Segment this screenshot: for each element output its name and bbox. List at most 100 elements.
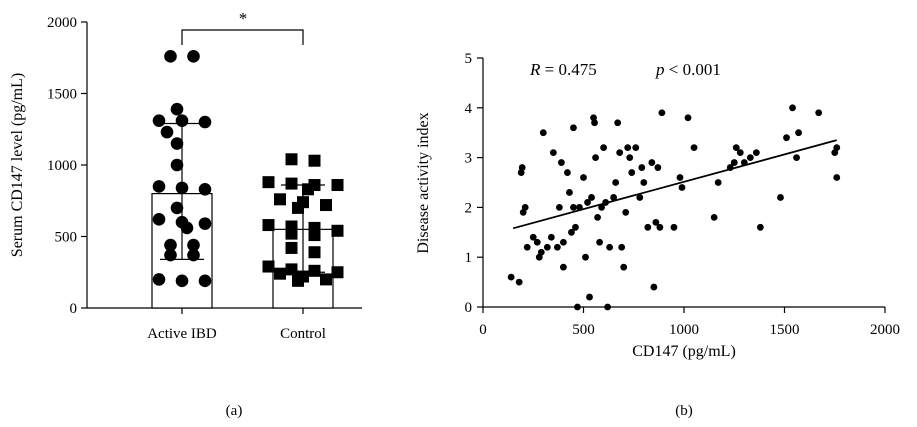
panel-a-x-tick-label: Control: [280, 326, 326, 342]
scatter-point: [610, 194, 618, 201]
panel-b-x-tick-label: 500: [572, 322, 595, 338]
data-point-active-ibd: [187, 248, 200, 262]
scatter-point: [714, 179, 722, 186]
scatter-point: [793, 154, 800, 162]
panel-a-x-ticks: Active IBD Control: [147, 308, 326, 342]
significance-bracket: *: [181, 9, 304, 45]
panel-b: 0 1 2 3 4 5 0 500 1000 1500 2000 R = 0.475 p < 0.…: [415, 51, 900, 419]
data-point-control: [308, 264, 321, 277]
scatter-point: [648, 159, 656, 166]
scatter-point: [833, 144, 841, 152]
scatter-point: [795, 129, 802, 137]
data-point-active-ibd: [175, 274, 189, 288]
data-point-active-ibd: [198, 183, 212, 196]
scatter-point: [658, 109, 666, 117]
data-point-control: [320, 273, 332, 286]
data-point-active-ibd: [152, 180, 166, 193]
data-point-active-ibd: [152, 273, 166, 286]
data-point-control: [285, 153, 298, 166]
scatter-point: [586, 293, 593, 301]
data-point-active-ibd: [164, 238, 177, 252]
scatter-point: [652, 218, 660, 226]
data-point-active-ibd: [164, 50, 177, 63]
data-point-control: [308, 154, 321, 167]
scatter-point: [560, 263, 567, 271]
data-point-control: [274, 193, 286, 206]
data-point-control: [331, 179, 344, 192]
scatter-point: [543, 243, 551, 251]
data-point-control: [308, 246, 321, 259]
scatter-point: [518, 164, 526, 171]
panel-a-y-tick-label: 1500: [47, 87, 77, 103]
scatter-point: [650, 283, 658, 291]
panel-a: 0 500 1000 1500 2000 Active IBD Control * Ser…: [9, 9, 362, 419]
scatter-point: [684, 114, 692, 122]
scatter-point: [620, 263, 628, 271]
p-value-annotation: p < 0.001: [655, 60, 721, 79]
scatter-point: [612, 179, 620, 186]
scatter-point: [654, 164, 662, 171]
panel-b-x-ticks: 0 500 1000 1500 2000: [479, 307, 900, 338]
scatter-point: [756, 223, 764, 231]
scatter-point: [555, 204, 563, 211]
data-point-control: [285, 227, 298, 240]
data-point-active-ibd: [198, 217, 212, 230]
data-point-control: [285, 177, 298, 190]
scatter-point: [624, 144, 632, 152]
scatter-point: [628, 169, 636, 176]
scatter-point: [600, 144, 607, 152]
scatter-point: [549, 149, 557, 157]
data-point-control: [285, 241, 298, 254]
panel-b-label: (b): [675, 403, 693, 419]
scatter-point: [564, 169, 571, 176]
scatter-point: [592, 154, 599, 162]
panel-a-y-tick-label: 2000: [47, 15, 77, 31]
data-point-active-ibd: [198, 274, 212, 288]
scatter-point: [582, 253, 589, 261]
data-point-control: [302, 183, 314, 196]
scatter-point: [570, 124, 577, 132]
correlation-annotation: R = 0.475: [529, 60, 597, 79]
panel-b-x-tick-label: 0: [479, 322, 487, 338]
scatter-point: [521, 204, 529, 211]
data-point-control: [262, 176, 275, 189]
scatter-point: [547, 233, 555, 241]
scatter-point: [752, 149, 760, 157]
data-point-active-ibd: [152, 213, 166, 226]
scatter-point: [604, 303, 612, 311]
scatter-point: [833, 174, 841, 181]
data-point-active-ibd: [170, 137, 184, 150]
scatter-point: [539, 129, 547, 137]
scatter-point: [710, 213, 718, 221]
scatter-point: [614, 119, 622, 127]
panel-a-y-tick-label: 0: [70, 301, 78, 317]
data-point-control: [308, 229, 321, 242]
scatter-point: [594, 213, 601, 221]
scatter-point: [580, 174, 587, 181]
data-point-control: [285, 263, 298, 276]
scatter-point: [568, 228, 575, 236]
scatter-point: [515, 278, 523, 286]
data-point-control: [292, 201, 304, 214]
data-point-active-ibd: [180, 221, 194, 235]
significance-marker: *: [239, 9, 248, 28]
scatter-point: [566, 189, 573, 196]
data-point-active-ibd: [170, 158, 184, 172]
scatter-point: [591, 119, 598, 127]
data-point-control: [292, 274, 304, 287]
scatter-point: [596, 238, 603, 246]
panel-b-x-label: CD147 (pg/mL): [632, 343, 736, 360]
scatter-point: [588, 194, 595, 201]
panel-a-error-bars: [160, 122, 325, 273]
panel-b-points: [507, 104, 841, 311]
panel-b-y-tick-label: 4: [465, 101, 473, 117]
data-point-active-ibd: [187, 238, 200, 252]
scatter-point: [676, 174, 684, 181]
scatter-point: [523, 243, 531, 251]
scatter-point: [616, 149, 624, 157]
scatter-point: [730, 159, 738, 166]
panel-b-y-tick-label: 5: [465, 51, 473, 67]
data-point-control: [320, 199, 332, 212]
panel-b-y-ticks: 0 1 2 3 4 5: [465, 51, 483, 316]
scatter-point: [815, 109, 823, 117]
